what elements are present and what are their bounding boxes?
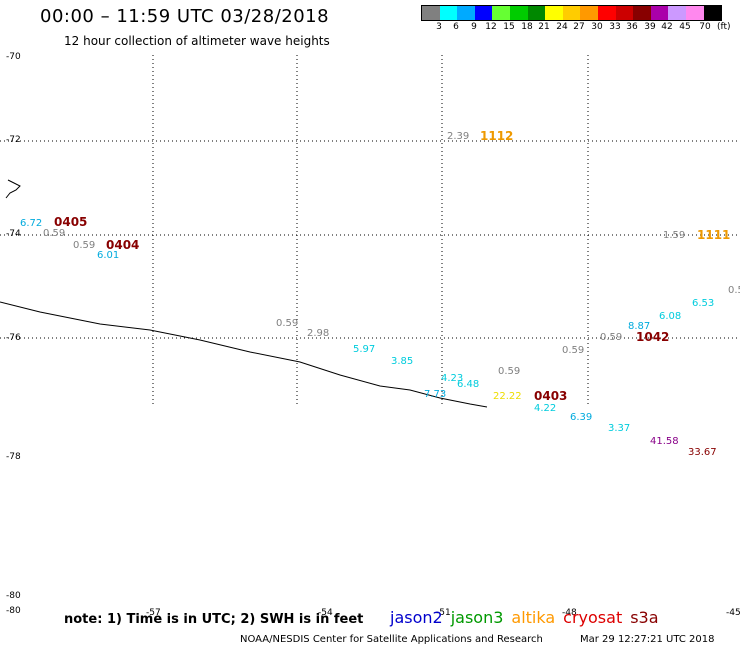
wave-height-value: 22.22 (493, 391, 522, 402)
wave-height-value: 4.23 (441, 373, 464, 384)
pass-time-label: 0405 (54, 215, 88, 229)
color-scale-label: 9 (471, 22, 477, 32)
legend-cryosat: cryosat (563, 608, 623, 627)
legend-jason3: jason3 (450, 608, 504, 627)
color-scale-label: 33 (609, 22, 621, 32)
color-swatch (457, 6, 475, 20)
color-scale-label: 30 (591, 22, 603, 32)
wave-height-value: 3.37 (608, 423, 631, 434)
color-scale-label: 39 (644, 22, 656, 32)
color-scale-unit: (ft) (717, 22, 731, 32)
color-swatch (527, 6, 546, 20)
wave-height-value: 2.39 (447, 131, 470, 142)
longitude-label: -45 (726, 608, 740, 618)
longitude-label: -54 (318, 608, 333, 618)
wave-height-value: 3.85 (391, 356, 414, 367)
coastline (0, 179, 488, 408)
color-swatch (492, 6, 510, 20)
longitude-label: -57 (146, 608, 161, 618)
generation-timestamp: Mar 29 12:27:21 UTC 2018 (580, 634, 715, 645)
legend-altika: altika (511, 608, 556, 627)
wave-height-value: 4.22 (534, 403, 557, 414)
pass-time-label: 1111 (697, 228, 731, 242)
footer-note: note: 1) Time is in UTC; 2) SWH is in fe… (64, 612, 364, 627)
wave-height-value: 8.87 (628, 321, 651, 332)
latitude-label: -80 (6, 606, 21, 616)
color-scale-label: 27 (573, 22, 585, 32)
page-title: 00:00 – 11:59 UTC 03/28/2018 (40, 6, 330, 27)
color-swatch (580, 6, 598, 20)
wave-height-value: 2.98 (307, 328, 330, 339)
color-scale-label: 36 (626, 22, 638, 32)
color-swatch (439, 6, 458, 20)
color-scale-label: 3 (436, 22, 442, 32)
color-scale-label: 24 (556, 22, 568, 32)
color-scale-bar (421, 5, 723, 21)
wave-height-value: 6.01 (97, 250, 120, 261)
credit-text: NOAA/NESDIS Center for Satellite Applica… (240, 634, 543, 645)
latitude-label: -74 (6, 229, 21, 239)
wave-height-value: 33.67 (688, 447, 717, 458)
wave-height-value: 6.48 (457, 379, 480, 390)
color-scale-label: 15 (503, 22, 515, 32)
wave-height-value: 6.72 (20, 218, 43, 229)
color-swatch (509, 6, 528, 20)
legend-s3a: s3a (630, 608, 659, 627)
color-scale-label: 45 (679, 22, 691, 32)
pass-time-label: 1042 (636, 330, 670, 344)
legend-jason2: jason2 (390, 608, 443, 627)
wave-height-value: 0.59 (498, 366, 521, 377)
wave-height-value: 0.5 (728, 285, 740, 296)
wave-height-value: 1.59 (663, 230, 686, 241)
wave-height-value: 0.59 (276, 318, 299, 329)
color-swatch (685, 6, 704, 20)
wave-height-value: 0.59 (562, 345, 585, 356)
color-swatch (650, 6, 669, 20)
wave-height-value: 6.08 (659, 311, 682, 322)
latitude-label: -76 (6, 333, 21, 343)
color-swatch (703, 6, 722, 20)
color-swatch (545, 6, 563, 20)
longitude-label: -51 (436, 608, 451, 618)
color-scale-label: 70 (699, 22, 711, 32)
color-swatch (474, 6, 493, 20)
wave-height-value: 0.59 (43, 228, 66, 239)
color-swatch (668, 6, 686, 20)
wave-height-value: 6.53 (692, 298, 715, 309)
pass-time-label: 0403 (534, 389, 568, 403)
page-subtitle: 12 hour collection of altimeter wave hei… (64, 34, 330, 48)
wave-height-value: 6.39 (570, 412, 593, 423)
satellite-legend: jason2 jason3 altika cryosat s3a (390, 608, 667, 627)
latitude-label: -70 (6, 52, 21, 62)
color-scale-label: 12 (485, 22, 497, 32)
color-scale-label: 6 (453, 22, 459, 32)
wave-height-value: 0.59 (73, 240, 96, 251)
grid-lines (0, 55, 740, 405)
color-scale-label: 21 (538, 22, 550, 32)
wave-height-value: 0.59 (600, 332, 623, 343)
color-scale-label: 18 (521, 22, 533, 32)
color-swatch (562, 6, 581, 20)
wave-height-value: 7.73 (424, 389, 447, 400)
color-swatch (633, 6, 651, 20)
latitude-label: -72 (6, 135, 21, 145)
latitude-label: -78 (6, 452, 21, 462)
color-scale-label: 42 (661, 22, 673, 32)
color-swatch (615, 6, 634, 20)
color-swatch (422, 6, 440, 20)
longitude-label: -48 (562, 608, 577, 618)
wave-height-value: 41.58 (650, 436, 679, 447)
pass-time-label: 0404 (106, 238, 140, 252)
latitude-label: -80 (6, 591, 21, 601)
color-swatch (597, 6, 616, 20)
wave-height-value: 5.97 (353, 344, 376, 355)
pass-time-label: 1112 (480, 129, 514, 143)
